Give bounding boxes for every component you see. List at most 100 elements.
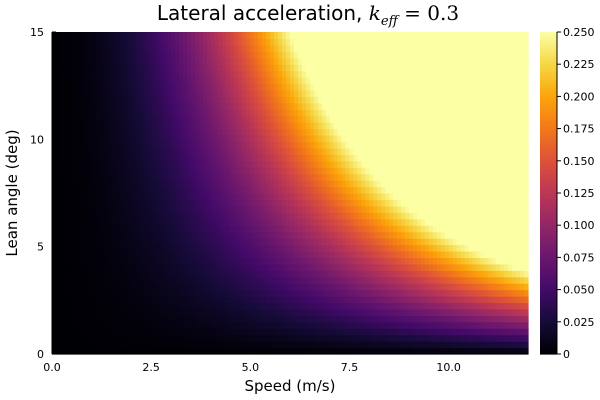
heatmap-cell (55, 70, 61, 78)
heatmap-cell (345, 38, 351, 46)
heatmap-cell (401, 218, 406, 226)
heatmap-cell (139, 308, 144, 316)
heatmap-cell (67, 218, 73, 226)
heatmap-cell (159, 128, 164, 136)
heatmap-cell (52, 173, 57, 181)
heatmap-cell (250, 64, 255, 72)
heatmap-cell (107, 115, 113, 123)
heatmap-cell (393, 302, 398, 310)
heatmap-cell (428, 238, 434, 246)
heatmap-cell (377, 38, 382, 46)
heatmap-cell (301, 102, 307, 110)
heatmap-cell (151, 83, 156, 91)
heatmap-cell (63, 296, 69, 304)
heatmap-cell (218, 347, 224, 355)
heatmap-cell (409, 238, 414, 246)
heatmap-cell (151, 115, 156, 123)
heatmap-cell (357, 115, 362, 123)
heatmap-cell (214, 154, 220, 162)
heatmap-cell (393, 38, 398, 46)
heatmap-cell (440, 57, 446, 65)
heatmap-cell (325, 32, 331, 40)
heatmap-cell (313, 173, 319, 181)
heatmap-cell (55, 51, 61, 59)
heatmap-cell (353, 270, 359, 278)
heatmap-cell (91, 283, 97, 291)
heatmap-cell (87, 160, 93, 168)
heatmap-cell (365, 205, 370, 213)
heatmap-cell (75, 38, 81, 46)
heatmap-cell (206, 167, 212, 175)
heatmap-cell (103, 180, 109, 188)
heatmap-cell (71, 205, 77, 213)
heatmap-cell (71, 321, 77, 329)
heatmap-cell (341, 89, 347, 97)
heatmap-cell (131, 341, 136, 349)
heatmap-cell (401, 341, 406, 349)
heatmap-cell (218, 57, 224, 65)
heatmap-cell (313, 283, 319, 291)
heatmap-cell (103, 167, 109, 175)
heatmap-cell (186, 115, 192, 123)
heatmap-cell (151, 296, 156, 304)
heatmap-cell (274, 334, 279, 342)
heatmap-cell (385, 334, 390, 342)
heatmap-cell (135, 102, 140, 110)
heatmap-cell (409, 315, 414, 323)
heatmap-cell (317, 205, 323, 213)
heatmap-cell (337, 186, 343, 194)
heatmap-cell (234, 218, 240, 226)
heatmap-cell (293, 225, 299, 233)
heatmap-cell (305, 341, 311, 349)
heatmap-cell (365, 193, 370, 201)
heatmap-cell (389, 147, 394, 155)
heatmap-cell (163, 38, 168, 46)
heatmap-cell (381, 238, 386, 246)
heatmap-cell (238, 257, 243, 265)
heatmap-cell (250, 315, 255, 323)
heatmap-cell (139, 77, 144, 85)
heatmap-cell (198, 263, 204, 271)
heatmap-cell (369, 238, 374, 246)
heatmap-cell (67, 199, 73, 207)
heatmap-cell (103, 77, 109, 85)
heatmap-cell (405, 257, 410, 265)
heatmap-cell (119, 283, 124, 291)
heatmap-cell (127, 321, 132, 329)
heatmap-cell (317, 173, 323, 181)
heatmap-cell (301, 154, 307, 162)
heatmap-cell (206, 173, 212, 181)
heatmap-cell (55, 321, 61, 329)
heatmap-cell (206, 64, 212, 72)
heatmap-cell (174, 238, 180, 246)
heatmap-cell (202, 250, 208, 258)
heatmap-cell (194, 321, 200, 329)
heatmap-cell (79, 276, 85, 284)
heatmap-cell (119, 250, 124, 258)
heatmap-cell (409, 328, 414, 336)
heatmap-cell (369, 283, 374, 291)
heatmap-cell (290, 135, 295, 143)
heatmap-cell (206, 180, 212, 188)
heatmap-cell (282, 321, 287, 329)
heatmap-cell (409, 77, 414, 85)
heatmap-cell (230, 238, 236, 246)
heatmap-cell (99, 308, 105, 316)
heatmap-cell (325, 44, 331, 52)
heatmap-cell (262, 167, 267, 175)
heatmap-cell (397, 186, 402, 194)
heatmap-cell (290, 102, 295, 110)
heatmap-cell (301, 199, 307, 207)
heatmap-cell (123, 38, 128, 46)
heatmap-cell (409, 38, 414, 46)
heatmap-cell (432, 283, 438, 291)
heatmap-cell (262, 57, 267, 65)
heatmap-cell (412, 147, 418, 155)
heatmap-cell (377, 321, 382, 329)
heatmap-cell (210, 289, 216, 297)
heatmap-cell (214, 341, 220, 349)
heatmap-cell (63, 315, 69, 323)
heatmap-cell (274, 193, 279, 201)
heatmap-cell (309, 263, 315, 271)
heatmap-cell (190, 231, 196, 239)
